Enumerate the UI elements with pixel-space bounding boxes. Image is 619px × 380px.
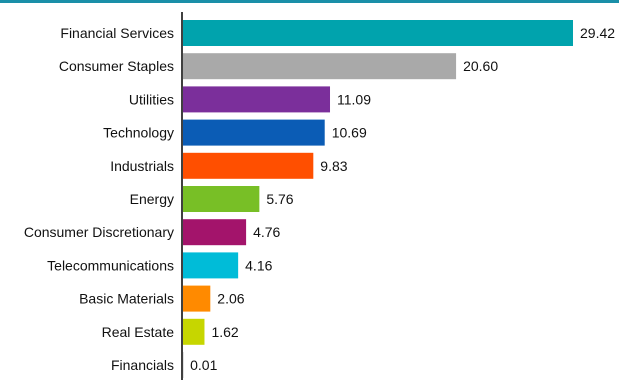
top-accent-rule [0, 0, 619, 3]
bar-telecommunications [183, 252, 239, 279]
bar-consumer-discretionary [183, 219, 247, 246]
category-label-consumer-discretionary: Consumer Discretionary [24, 224, 174, 240]
value-label-consumer-discretionary: 4.76 [253, 224, 280, 240]
bars-group [183, 20, 573, 378]
category-label-real-estate: Real Estate [102, 324, 175, 340]
value-label-real-estate: 1.62 [211, 324, 238, 340]
category-label-utilities: Utilities [129, 91, 174, 107]
bar-utilities [183, 86, 331, 113]
category-label-telecommunications: Telecommunications [47, 257, 174, 273]
bar-financial-services [183, 20, 573, 46]
value-label-technology: 10.69 [332, 125, 367, 141]
value-label-utilities: 11.09 [337, 91, 371, 107]
category-labels-group: Financial Services Consumer Staples Utilit… [24, 25, 174, 373]
category-label-consumer-staples: Consumer Staples [59, 58, 174, 74]
bar-consumer-staples [183, 53, 457, 80]
value-label-telecommunications: 4.16 [245, 257, 272, 273]
category-label-technology: Technology [103, 125, 174, 141]
value-label-energy: 5.76 [266, 191, 293, 207]
category-label-energy: Energy [130, 191, 174, 207]
bar-energy [183, 186, 260, 212]
value-label-industrials: 9.83 [320, 158, 347, 174]
value-label-financials: 0.01 [190, 357, 217, 373]
category-label-basic-materials: Basic Materials [79, 291, 174, 307]
bar-basic-materials [183, 285, 211, 312]
bar-industrials [183, 152, 314, 179]
value-labels-group: 29.42 20.60 11.09 10.69 9.83 5.76 4.76 4.16 2.06… [190, 25, 615, 373]
category-label-financial-services: Financial Services [60, 25, 174, 41]
category-label-financials: Financials [111, 357, 174, 373]
category-label-industrials: Industrials [110, 158, 174, 174]
value-label-consumer-staples: 20.60 [463, 58, 498, 74]
value-label-basic-materials: 2.06 [217, 291, 244, 307]
bar-real-estate [183, 318, 205, 345]
bar-technology [183, 119, 325, 146]
value-label-financial-services: 29.42 [580, 25, 615, 41]
